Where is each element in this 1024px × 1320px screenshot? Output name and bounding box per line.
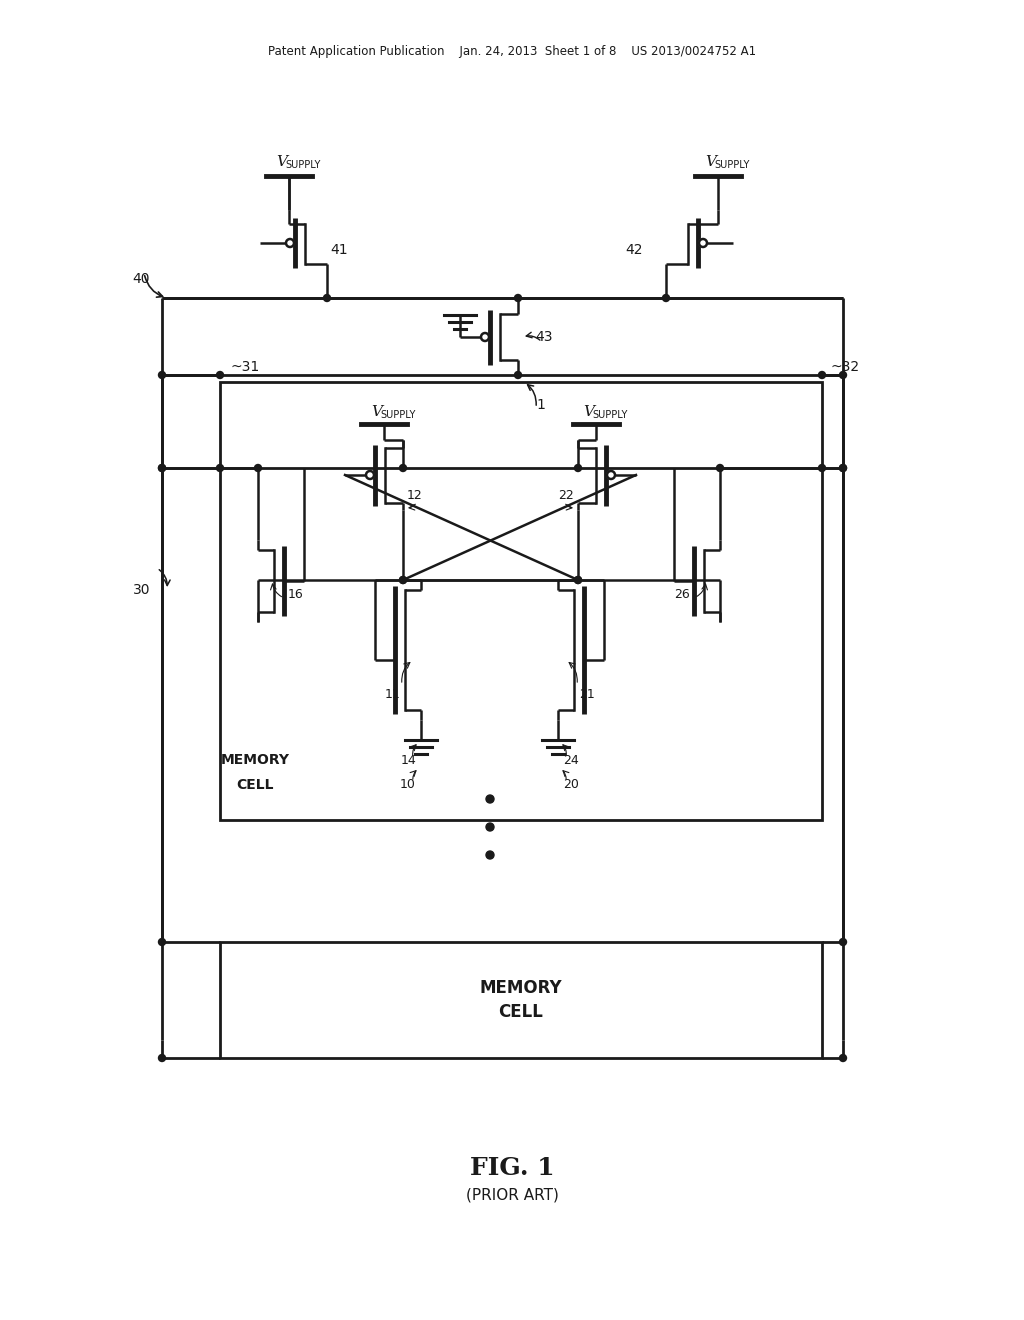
Text: 10: 10 bbox=[400, 779, 416, 792]
Text: SUPPLY: SUPPLY bbox=[715, 160, 750, 170]
Circle shape bbox=[574, 577, 582, 583]
Text: ~32: ~32 bbox=[830, 360, 859, 374]
Text: MEMORY: MEMORY bbox=[479, 979, 562, 997]
Text: SUPPLY: SUPPLY bbox=[286, 160, 321, 170]
Text: 12: 12 bbox=[407, 488, 423, 502]
Text: 30: 30 bbox=[132, 583, 150, 597]
Text: 11: 11 bbox=[384, 689, 400, 701]
Circle shape bbox=[699, 239, 707, 247]
Circle shape bbox=[818, 371, 825, 379]
Text: 21: 21 bbox=[579, 689, 595, 701]
Circle shape bbox=[216, 371, 223, 379]
Text: CELL: CELL bbox=[237, 777, 273, 792]
Text: 40: 40 bbox=[132, 272, 150, 286]
Text: SUPPLY: SUPPLY bbox=[592, 411, 628, 420]
Text: Patent Application Publication    Jan. 24, 2013  Sheet 1 of 8    US 2013/0024752: Patent Application Publication Jan. 24, … bbox=[268, 45, 756, 58]
Text: 20: 20 bbox=[563, 779, 579, 792]
Circle shape bbox=[324, 294, 331, 301]
Circle shape bbox=[399, 577, 407, 583]
Circle shape bbox=[159, 371, 166, 379]
Circle shape bbox=[159, 465, 166, 471]
Circle shape bbox=[840, 371, 847, 379]
Text: MEMORY: MEMORY bbox=[220, 752, 290, 767]
Circle shape bbox=[481, 333, 489, 341]
Text: V: V bbox=[276, 154, 287, 169]
Circle shape bbox=[840, 939, 847, 945]
Bar bbox=[220, 381, 822, 820]
Circle shape bbox=[514, 294, 521, 301]
Text: 41: 41 bbox=[330, 243, 347, 257]
Circle shape bbox=[399, 465, 407, 471]
Circle shape bbox=[840, 465, 847, 471]
Text: CELL: CELL bbox=[499, 1003, 544, 1020]
Circle shape bbox=[818, 465, 825, 471]
Circle shape bbox=[216, 465, 223, 471]
Circle shape bbox=[607, 471, 615, 479]
Text: 24: 24 bbox=[563, 754, 579, 767]
Text: V: V bbox=[583, 405, 594, 418]
Text: 14: 14 bbox=[400, 754, 416, 767]
Circle shape bbox=[486, 851, 494, 859]
Bar bbox=[220, 942, 822, 1059]
Text: V: V bbox=[705, 154, 716, 169]
Circle shape bbox=[255, 465, 261, 471]
Text: 1: 1 bbox=[536, 399, 545, 412]
Circle shape bbox=[574, 577, 582, 583]
Circle shape bbox=[286, 239, 294, 247]
Circle shape bbox=[840, 465, 847, 471]
Circle shape bbox=[159, 939, 166, 945]
Text: ~31: ~31 bbox=[230, 360, 259, 374]
Circle shape bbox=[399, 577, 407, 583]
Circle shape bbox=[366, 471, 374, 479]
Text: SUPPLY: SUPPLY bbox=[380, 411, 416, 420]
Text: 43: 43 bbox=[535, 330, 553, 345]
Text: FIG. 1: FIG. 1 bbox=[470, 1156, 554, 1180]
Circle shape bbox=[663, 294, 670, 301]
Text: 22: 22 bbox=[558, 488, 574, 502]
Circle shape bbox=[840, 1055, 847, 1061]
Text: 26: 26 bbox=[674, 589, 690, 602]
Text: 16: 16 bbox=[288, 589, 304, 602]
Circle shape bbox=[159, 1055, 166, 1061]
Text: 42: 42 bbox=[626, 243, 643, 257]
Text: (PRIOR ART): (PRIOR ART) bbox=[466, 1188, 558, 1203]
Text: V: V bbox=[371, 405, 382, 418]
Circle shape bbox=[574, 465, 582, 471]
Circle shape bbox=[717, 465, 724, 471]
Circle shape bbox=[159, 465, 166, 471]
Circle shape bbox=[514, 371, 521, 379]
Circle shape bbox=[486, 822, 494, 832]
Circle shape bbox=[486, 795, 494, 803]
